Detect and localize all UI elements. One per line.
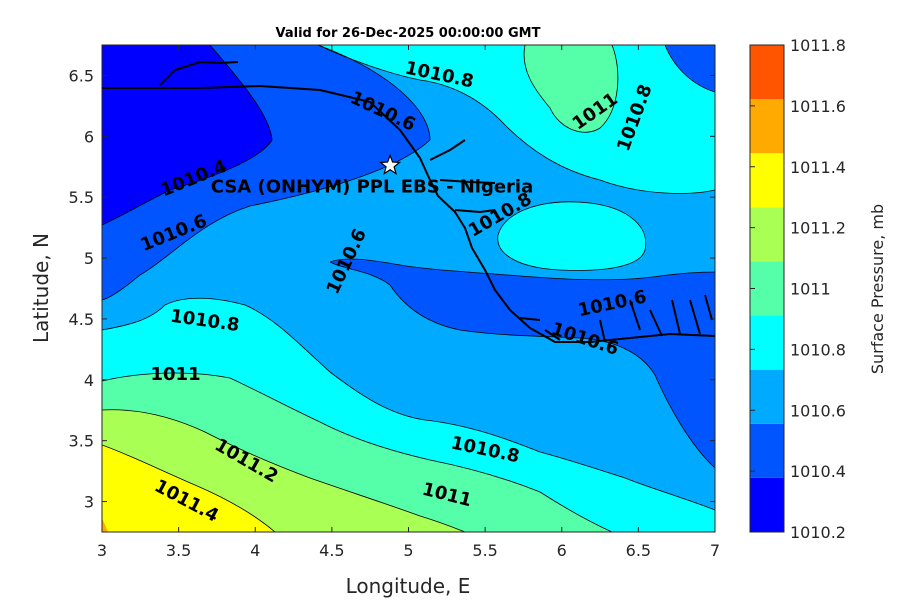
- star-icon: [378, 153, 402, 175]
- band-1010-4-east: [330, 258, 715, 468]
- y-tick-label: 5: [84, 249, 94, 268]
- colorbar-swatch: [750, 369, 784, 424]
- x-axis-label: Longitude, E: [346, 574, 471, 598]
- y-tick-label: 5.5: [69, 188, 94, 207]
- band-1011-north: [524, 45, 618, 133]
- x-tick-label: 3: [97, 541, 107, 560]
- colorbar-tick-label: 1011.6: [790, 97, 846, 116]
- colorbar-tick-label: 1010.6: [790, 401, 846, 420]
- y-tick-label: 6: [84, 127, 94, 146]
- colorbar-swatch: [750, 45, 784, 100]
- colorbar-swatch: [750, 315, 784, 370]
- colorbar-tick-label: 1011.4: [790, 158, 846, 177]
- contour-fill-layer: [102, 45, 715, 532]
- x-tick-label: 7: [710, 541, 720, 560]
- colorbar-swatch: [750, 153, 784, 208]
- x-tick-label: 4.5: [319, 541, 344, 560]
- band-1011-6: [102, 518, 108, 532]
- y-tick-label: 4: [84, 371, 94, 390]
- x-axis: 3 3.5 4 4.5 5 5.5 6 6.5 7: [97, 45, 720, 560]
- site-label: CSA (ONHYM) PPL EBS - Nigeria: [211, 176, 533, 197]
- y-axis: 3 3.5 4 4.5 5 5.5 6 6.5: [69, 66, 715, 512]
- x-tick-label: 3.5: [166, 541, 191, 560]
- colorbar-tick-label: 1010.8: [790, 340, 846, 359]
- x-tick-label: 5.5: [472, 541, 497, 560]
- colorbar-swatch: [750, 99, 784, 154]
- band-1010-4-ne: [665, 45, 715, 92]
- colorbar-tick-label: 1011.8: [790, 36, 846, 55]
- x-tick-label: 6: [557, 541, 567, 560]
- colorbar-swatch: [750, 477, 784, 532]
- y-axis-label: Latitude, N: [29, 233, 53, 343]
- contour-lines: [102, 45, 715, 532]
- x-tick-label: 4: [250, 541, 260, 560]
- band-1010-8-east: [497, 201, 646, 271]
- y-tick-label: 6.5: [69, 66, 94, 85]
- site-marker: CSA (ONHYM) PPL EBS - Nigeria: [211, 153, 533, 197]
- y-tick-label: 4.5: [69, 310, 94, 329]
- colorbar-tick-label: 1011.2: [790, 219, 846, 238]
- colorbar-tick-label: 1010.2: [790, 523, 846, 542]
- y-tick-label: 3: [84, 493, 94, 512]
- band-1010-2-nw: [102, 45, 272, 225]
- contour-label: 1011: [151, 364, 201, 385]
- colorbar-label: Surface Pressure, mb: [868, 204, 887, 374]
- colorbar-tick-label: 1011: [790, 280, 831, 299]
- colorbar-swatch: [750, 423, 784, 478]
- colorbar-tick-label: 1010.4: [790, 462, 846, 481]
- coastline: [102, 61, 715, 343]
- x-tick-label: 6.5: [626, 541, 651, 560]
- band-1011-4: [102, 445, 275, 532]
- colorbar-swatch: [750, 207, 784, 262]
- colorbar-swatch: [750, 261, 784, 316]
- colorbar: 1010.2 1010.4 1010.6 1010.8 1011 1011.2 1011.4…: [749, 36, 846, 542]
- x-tick-label: 5: [403, 541, 413, 560]
- chart-title: Valid for 26-Dec-2025 00:00:00 GMT: [276, 26, 541, 41]
- y-tick-label: 3.5: [69, 432, 94, 451]
